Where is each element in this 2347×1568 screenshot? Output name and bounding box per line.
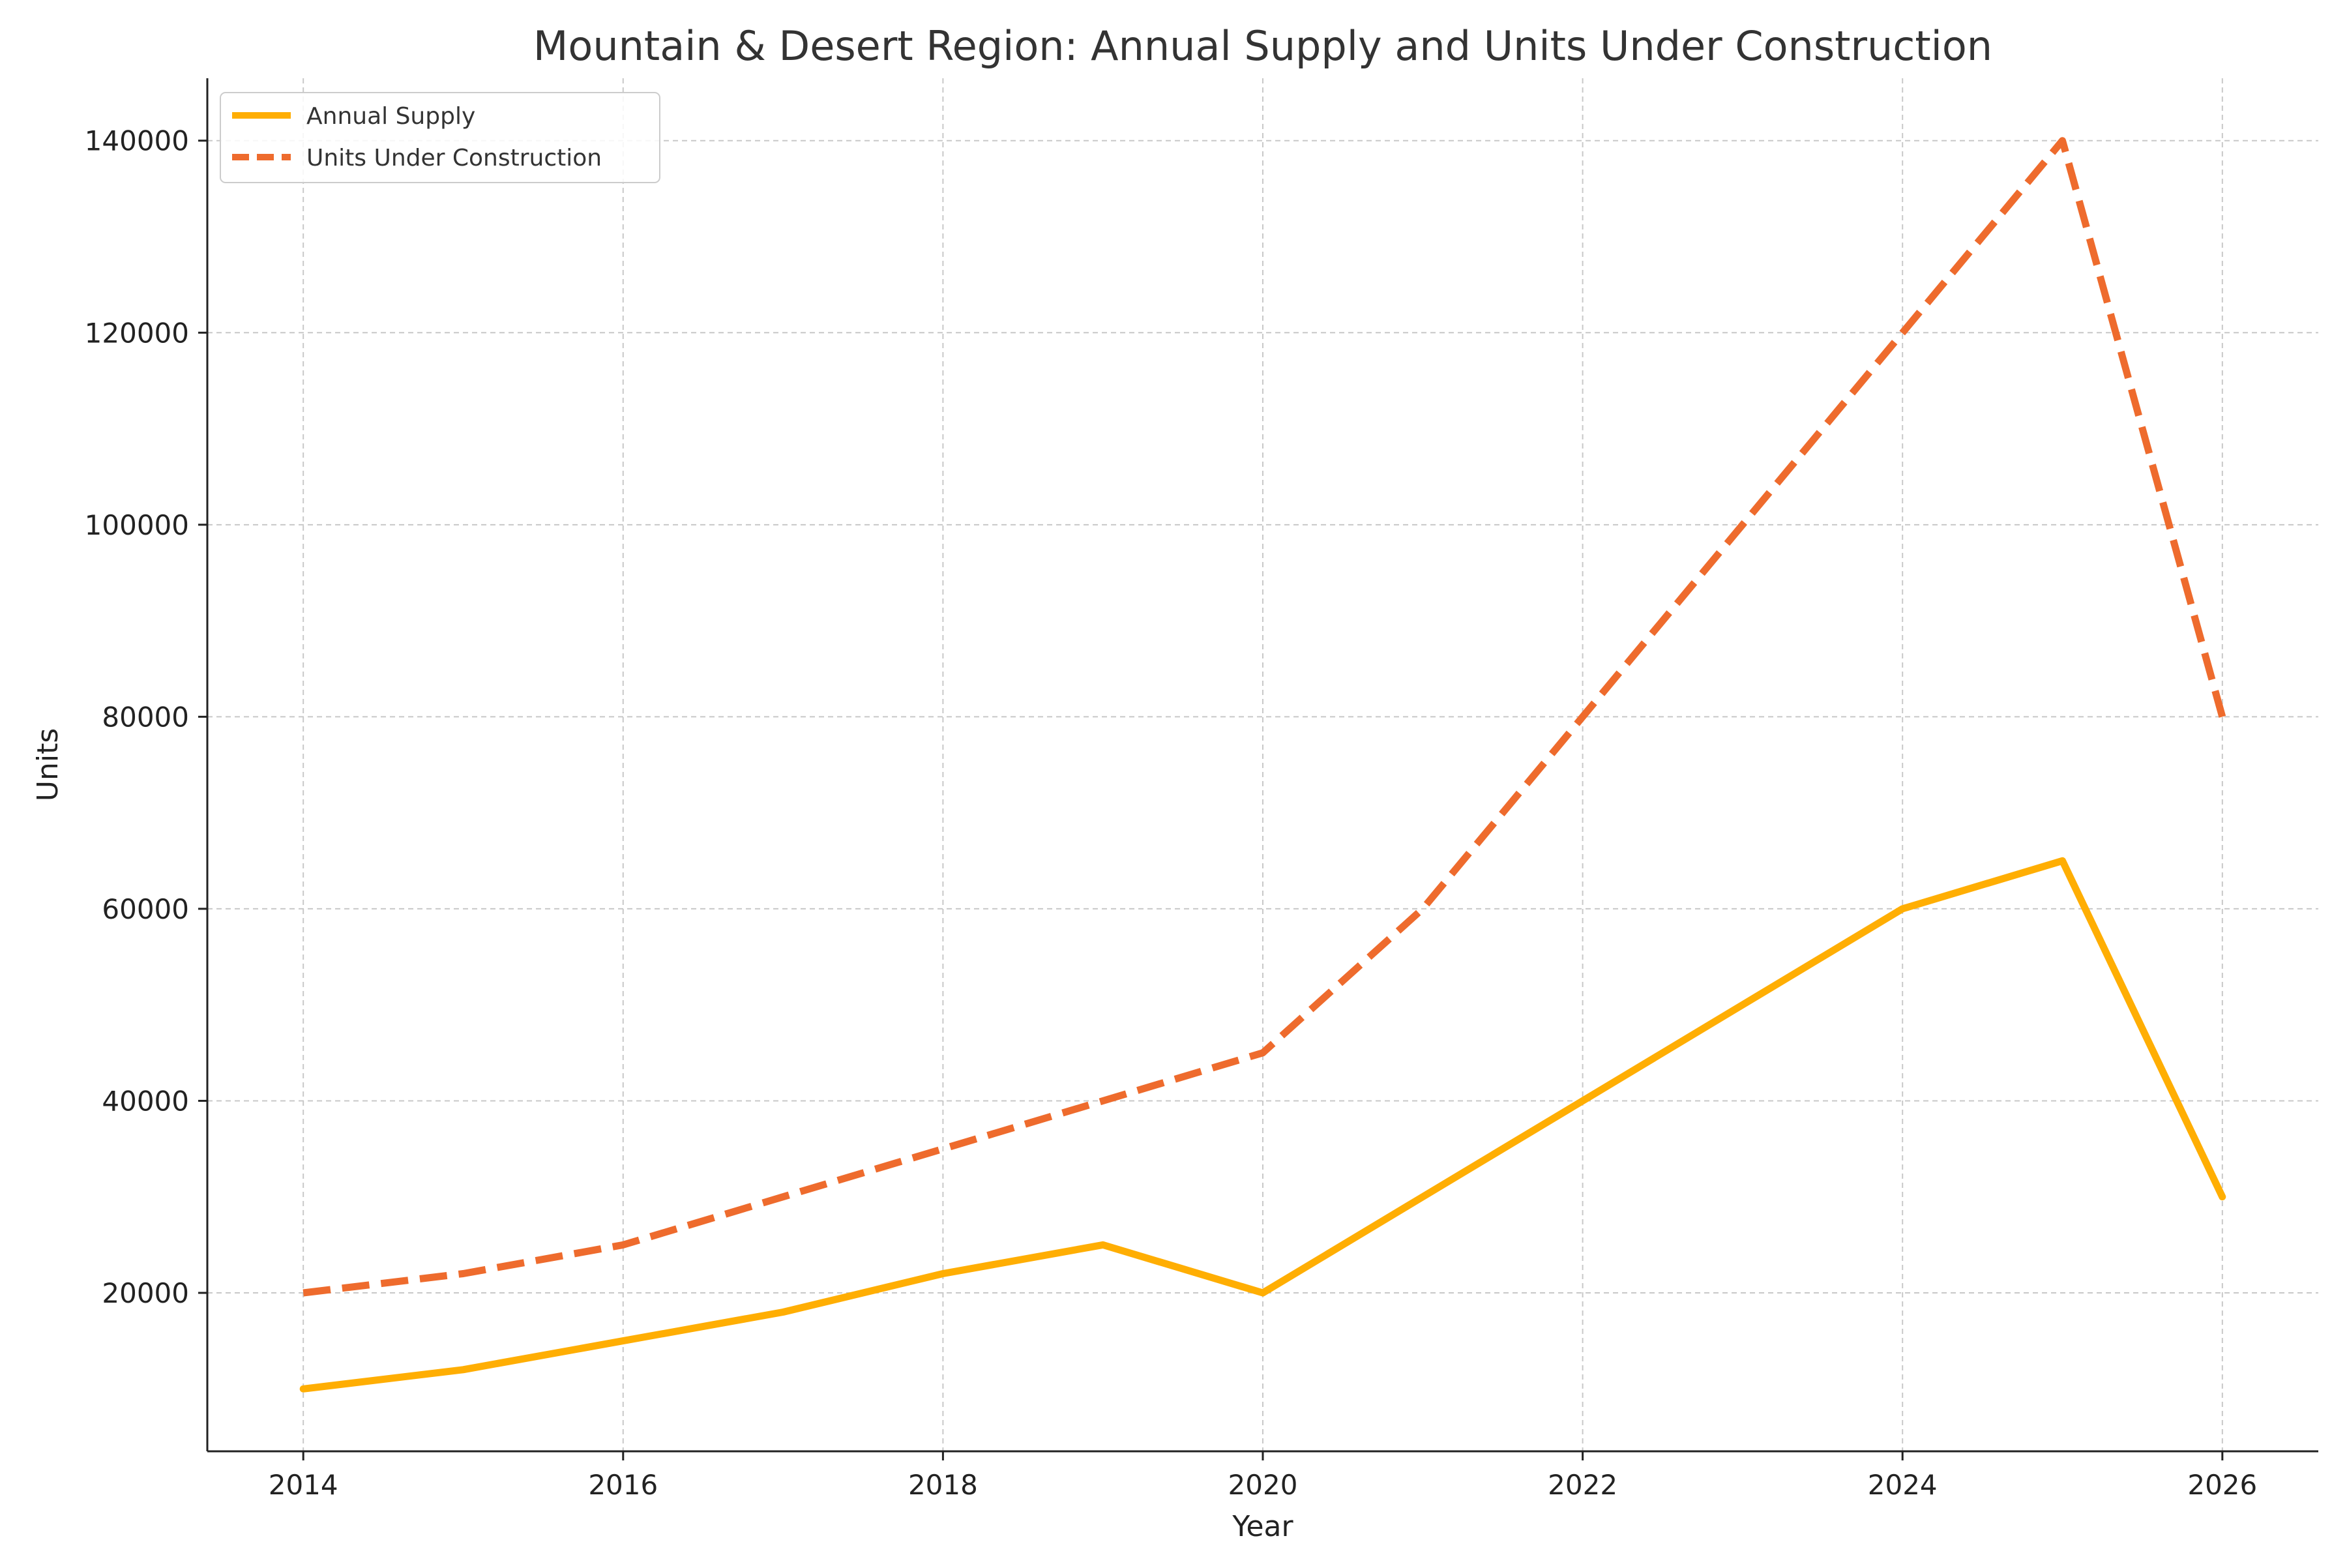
y-tick-label: 100000 bbox=[85, 509, 189, 541]
x-axis-label: Year bbox=[1232, 1510, 1293, 1543]
legend-label-annual-supply: Annual Supply bbox=[306, 103, 475, 130]
legend: Annual Supply Units Under Construction bbox=[220, 93, 660, 183]
x-tick-label: 2016 bbox=[588, 1469, 658, 1501]
x-tick-label: 2022 bbox=[1548, 1469, 1617, 1501]
y-axis-label: Units bbox=[31, 728, 65, 802]
x-tick-label: 2024 bbox=[1868, 1469, 1938, 1501]
y-tick-label: 140000 bbox=[85, 125, 189, 157]
chart-title: Mountain & Desert Region: Annual Supply … bbox=[533, 22, 1992, 70]
x-tick-label: 2014 bbox=[269, 1469, 338, 1501]
y-tick-label: 80000 bbox=[102, 701, 189, 733]
y-tick-label: 40000 bbox=[102, 1085, 189, 1117]
y-tick-label: 20000 bbox=[102, 1277, 189, 1309]
ticks: 2014 2016 2018 2020 2022 2024 2026 20000 40000 60… bbox=[85, 125, 2258, 1501]
grid bbox=[207, 78, 2318, 1451]
x-tick-label: 2018 bbox=[908, 1469, 978, 1501]
legend-label-units-under-construction: Units Under Construction bbox=[306, 145, 602, 171]
x-tick-label: 2020 bbox=[1228, 1469, 1298, 1501]
y-tick-label: 60000 bbox=[102, 893, 189, 925]
x-tick-label: 2026 bbox=[2187, 1469, 2257, 1501]
y-tick-label: 120000 bbox=[85, 317, 189, 349]
